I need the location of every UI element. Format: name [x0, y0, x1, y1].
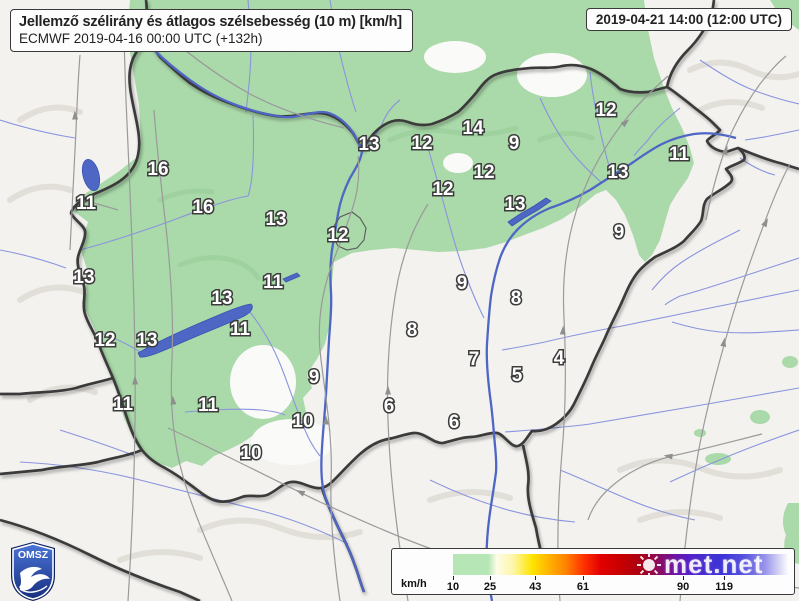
- wind-direction-arrow-icon: [72, 110, 79, 120]
- lake-balaton: [137, 303, 253, 358]
- wind-speed-label: 12: [411, 133, 432, 154]
- lake-velence: [282, 272, 301, 283]
- omsz-logo: OMSZ: [11, 542, 55, 601]
- wind-speed-label: 13: [136, 330, 157, 351]
- colorbar-tick-label: 25: [483, 581, 497, 593]
- valid-time-text: 2019-04-21 14:00 (12:00 UTC): [595, 12, 782, 27]
- wind-speed-label: 13: [211, 288, 232, 309]
- colorbar-tick: [453, 576, 454, 580]
- lake-tisza: [507, 197, 552, 227]
- border-austria-slovenia: [0, 376, 114, 396]
- colorbar-tick-label: 119: [715, 581, 734, 593]
- border-croatia-bosnia: [0, 518, 201, 601]
- wind-speed-label: 16: [147, 159, 168, 180]
- rivers-major: [151, 47, 737, 601]
- wind-speed-label: 13: [504, 194, 525, 215]
- wind-speed-label: 12: [473, 162, 494, 183]
- wind-speed-label: 7: [469, 349, 480, 370]
- wind-speed-colorbar: [453, 554, 789, 575]
- map-title: Jellemző szélirány és átlagos szélsebess…: [19, 14, 402, 30]
- colorbar-tick: [683, 576, 685, 580]
- colorbar-tick: [583, 576, 585, 580]
- omsz-bird-glyph: [19, 566, 50, 591]
- wind-direction-arrow-icon: [295, 490, 306, 497]
- wind-speed-label: 12: [432, 179, 453, 200]
- border-ukraine-romania: [737, 146, 799, 171]
- streamline-arrows: [72, 110, 769, 569]
- wind-speed-label: 11: [263, 272, 284, 293]
- colorbar-tick-label: 90: [677, 581, 690, 593]
- wind-speed-label: 8: [407, 320, 418, 341]
- lake-ferto: [81, 158, 101, 192]
- wind-speed-label: 11: [230, 319, 251, 340]
- wind-speed-label: 9: [509, 133, 520, 154]
- wind-direction-arrow-icon: [620, 119, 630, 128]
- rivers-thin: [0, 0, 799, 545]
- wind-speed-label: 13: [607, 162, 628, 183]
- wind-direction-arrow-icon: [385, 385, 391, 395]
- wind-speed-labels: 16 11 16 13 12 13 12 14 9 12 12 13 12 13 11 9 13 11 13 9 8 12…: [72, 98, 691, 465]
- colorbar-tick-label: 43: [529, 581, 542, 593]
- wind-speed-label: 11: [76, 193, 97, 214]
- wind-speed-label: 11: [669, 144, 690, 165]
- wind-speed-label: 4: [554, 348, 565, 369]
- wind-speed-label: 6: [449, 412, 460, 433]
- lakes: [81, 158, 552, 358]
- wind-speed-label: 9: [457, 273, 468, 294]
- wind-direction-arrow-icon: [663, 453, 673, 460]
- border-serbia-romania: [521, 444, 544, 557]
- wind-speed-label: 8: [511, 288, 522, 309]
- wind-speed-label: 5: [512, 365, 523, 386]
- wind-speed-label: 10: [292, 411, 313, 432]
- omsz-logo-text: OMSZ: [18, 549, 49, 561]
- hungary-border: [69, 38, 746, 503]
- legend-box: km/h 10 25 43 61 90 119: [391, 548, 795, 595]
- colorbar-tick-label: 61: [576, 581, 590, 593]
- wind-speed-label: 12: [94, 330, 115, 351]
- wind-speed-label: 13: [358, 134, 379, 155]
- colorbar-tick: [535, 576, 537, 580]
- wind-speed-label: 9: [614, 222, 625, 243]
- wind-direction-arrow-icon: [721, 145, 728, 156]
- wind-speed-label: 9: [309, 367, 320, 388]
- wind-direction-arrow-icon: [559, 325, 566, 335]
- wind-direction-arrow-icon: [75, 196, 85, 202]
- wind-direction-arrow-icon: [761, 218, 769, 228]
- wind-speed-label: 16: [192, 197, 213, 218]
- wind-speed-label: 14: [462, 118, 484, 139]
- valid-time-box: 2019-04-21 14:00 (12:00 UTC): [585, 8, 792, 31]
- wind-speed-label: 10: [240, 443, 261, 464]
- wind-direction-arrow-icon: [720, 337, 727, 347]
- wind-speed-label: 12: [327, 225, 348, 246]
- wind-direction-arrow-icon: [132, 375, 139, 385]
- border-slovenia-croatia: [0, 448, 143, 476]
- wind-speed-label: 6: [384, 396, 395, 417]
- colorbar-tick-label: 10: [446, 581, 460, 593]
- wind-speed-label: 11: [113, 394, 134, 415]
- wind-speed-label: 13: [265, 209, 286, 230]
- budapest-outline: [332, 211, 367, 251]
- title-box: Jellemző szélirány és átlagos szélsebess…: [10, 9, 413, 52]
- danube-river: [151, 47, 366, 593]
- model-run-info: ECMWF 2019-04-16 00:00 UTC (+132h): [19, 31, 263, 46]
- wind-direction-arrow-icon: [323, 415, 329, 425]
- wind-speed-label: 13: [73, 267, 94, 288]
- legend-unit-label: km/h: [401, 578, 427, 590]
- wind-direction-arrow-icon: [170, 395, 177, 405]
- wind-speed-label: 11: [198, 395, 219, 416]
- tisza-river: [485, 132, 737, 601]
- colorbar-tick: [724, 576, 726, 580]
- wind-speed-label: 12: [595, 100, 616, 121]
- colorbar-tick: [489, 576, 491, 580]
